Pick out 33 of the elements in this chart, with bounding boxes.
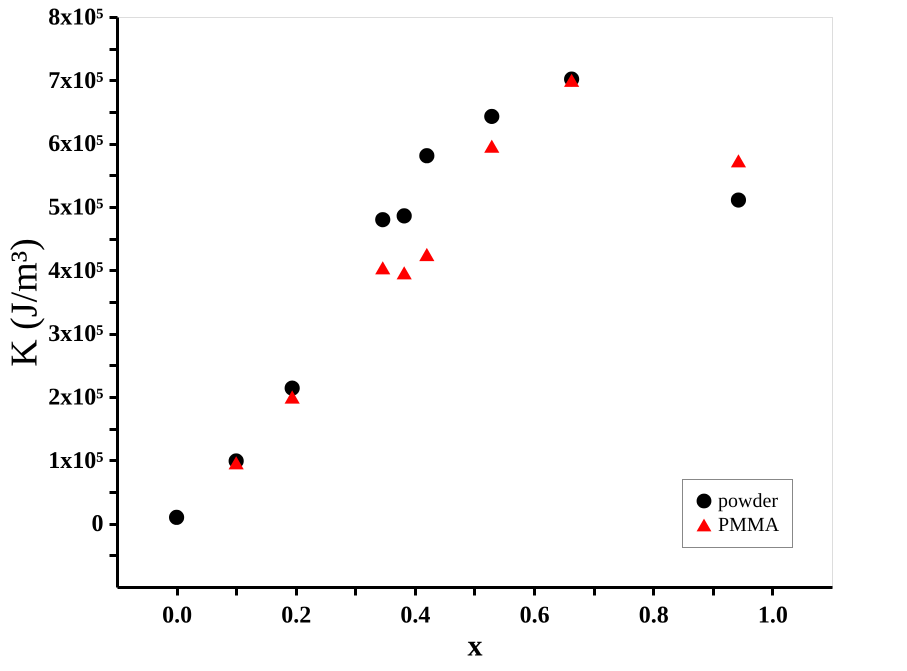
y-tick-label: 5x10⁵ [48,194,104,220]
point [396,266,412,280]
point [228,456,244,470]
point [484,108,500,124]
x-tick-label: 0.6 [520,602,550,628]
y-tick-label: 7x10⁵ [48,68,104,94]
point [419,248,434,262]
y-tick-label: 8x10⁵ [48,4,104,30]
x-tick-label: 1.0 [758,602,788,628]
legend-label: powder [718,490,778,512]
point [375,261,390,274]
point [484,140,500,153]
y-axis-title: K (J/m³) [3,238,46,367]
point [375,212,390,228]
x-tick-label: 0.0 [162,602,192,628]
y-tick-label: 0 [92,511,104,538]
point [730,154,746,168]
point [396,208,412,224]
x-axis-title: x [468,630,482,662]
point [419,148,434,164]
point [284,380,300,396]
point [284,390,300,404]
y-tick-label: 4x10⁵ [48,258,104,284]
point [730,192,746,208]
y-tick-label: 3x10⁵ [48,321,104,348]
y-tick-label: 1x10⁵ [48,448,104,474]
point [169,510,184,525]
x-tick-label: 0.8 [638,602,669,628]
y-tick-label: 6x10⁵ [48,131,104,158]
x-tick-label: 0.2 [281,602,312,628]
x-tick-label: 0.4 [400,602,430,628]
y-tick-label: 2x10⁵ [48,384,104,410]
legend-label: PMMA [718,514,780,536]
